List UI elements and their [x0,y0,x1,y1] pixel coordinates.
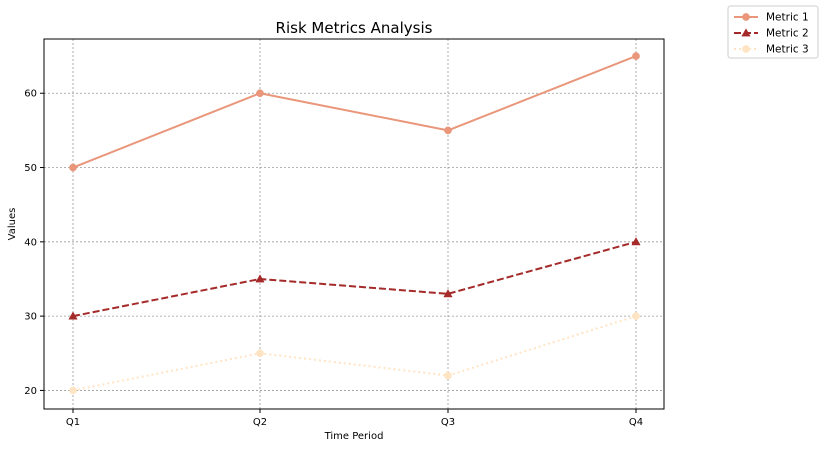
data-point [444,371,452,380]
series-line [72,240,637,318]
grid [44,39,664,409]
chart-title: Risk Metrics Analysis [276,19,433,37]
plot-area [43,38,665,410]
axis-ticks: Q1 Q2 Q3 Q4 20 30 40 50 60 [24,89,643,428]
data-point [444,126,452,135]
x-tick-label: Q3 [441,417,455,428]
legend-item: Metric 1 [734,12,809,24]
y-tick-label: 40 [24,237,37,248]
data-point [69,163,77,172]
legend-label: Metric 1 [766,12,809,24]
legend-label: Metric 3 [766,44,809,56]
x-tick-label: Q4 [629,417,643,428]
series-line [72,315,637,392]
y-tick-label: 60 [24,89,37,100]
data-point [256,349,264,358]
legend-box [727,5,819,59]
series-3 [69,312,640,395]
data-point [632,312,640,320]
x-axis-label: Time Period [324,431,384,442]
legend-item: Metric 2 [734,28,809,40]
data-point [256,89,264,98]
x-tick-label: Q2 [253,417,267,428]
data-point [69,386,77,395]
series-2 [68,237,641,320]
legend-marker [741,28,751,37]
y-tick-label: 30 [24,312,37,323]
data-point [255,274,265,283]
series-group [68,52,641,395]
x-tick-label: Q1 [66,417,80,428]
legend-marker [742,45,750,53]
legend-label: Metric 2 [766,28,809,40]
series-1 [69,52,640,172]
y-axis-label: Values [7,208,18,241]
data-point [68,311,78,320]
y-tick-label: 20 [24,386,37,397]
data-point [632,52,640,60]
y-tick-label: 50 [24,163,37,174]
series-line [72,55,637,169]
legend-item: Metric 3 [734,44,809,56]
data-point [443,289,453,298]
legend-marker [742,13,750,21]
data-point [631,237,641,246]
legend: Metric 1 Metric 2 Metric 3 [727,5,819,59]
